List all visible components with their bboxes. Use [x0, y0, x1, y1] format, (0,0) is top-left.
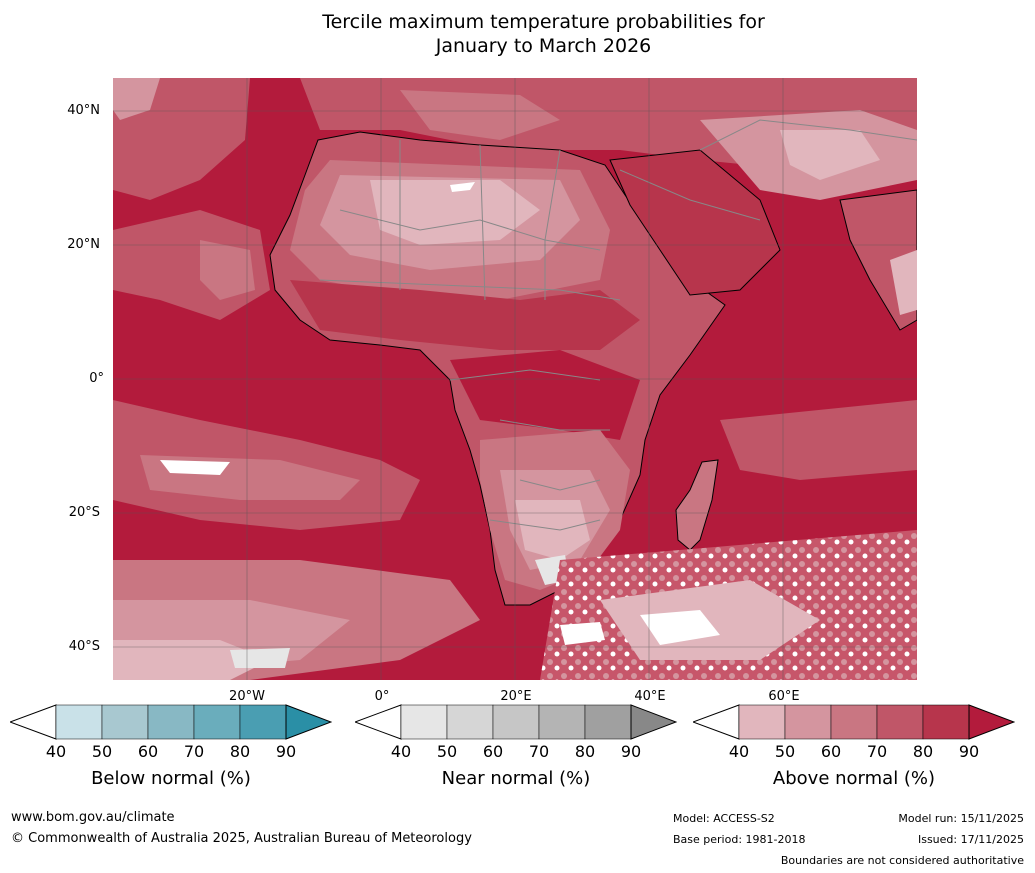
indian-ocean-white — [640, 610, 720, 645]
above-arrow-left — [693, 704, 740, 740]
near-arrow-right — [630, 704, 677, 740]
near-band-3 — [492, 704, 540, 740]
above-band-5 — [922, 704, 970, 740]
below-arrow-left — [10, 704, 57, 740]
near-tick-60: 60 — [482, 742, 504, 761]
arabian-peninsula — [609, 149, 781, 296]
graticule — [113, 78, 917, 680]
title-line-2: January to March 2026 — [435, 35, 652, 57]
lat-label-20n: 20°N — [67, 237, 100, 252]
near-band-5 — [584, 704, 632, 740]
model-run-text: Model run: 15/11/2025 — [898, 812, 1024, 825]
colorbar-below-normal — [10, 704, 332, 740]
below-tick-90: 90 — [275, 742, 297, 761]
lat-label-20s: 20°S — [68, 505, 100, 520]
sahara-white-patch — [450, 182, 475, 192]
near-tick-40: 40 — [390, 742, 412, 761]
south-atlantic-pale — [160, 460, 230, 475]
below-band-5 — [239, 704, 287, 740]
above-arrow-right — [968, 704, 1015, 740]
model-text: Model: ACCESS-S2 — [673, 812, 775, 825]
above-tick-90: 90 — [958, 742, 980, 761]
above-tick-40: 40 — [728, 742, 750, 761]
below-tick-60: 60 — [137, 742, 159, 761]
near-tick-50: 50 — [436, 742, 458, 761]
below-tick-80: 80 — [229, 742, 251, 761]
base-period-text: Base period: 1981-2018 — [673, 833, 806, 846]
central-africa — [450, 350, 640, 440]
above-band-4 — [876, 704, 924, 740]
lon-label-40e: 40°E — [634, 689, 666, 704]
asia-pale — [780, 130, 880, 180]
near-band-4 — [538, 704, 586, 740]
lon-label-20w: 20°W — [229, 689, 265, 704]
above-band-2 — [784, 704, 832, 740]
above-tick-80: 80 — [912, 742, 934, 761]
above-tick-70: 70 — [866, 742, 888, 761]
above-band-1 — [738, 704, 786, 740]
title-line-1: Tercile maximum temperature probabilitie… — [322, 11, 765, 33]
lon-label-60e: 60°E — [768, 689, 800, 704]
lat-label-40n: 40°N — [67, 103, 100, 118]
below-tick-50: 50 — [91, 742, 113, 761]
website-link[interactable]: www.bom.gov.au/climate — [11, 810, 175, 825]
lon-label-20e: 20°E — [500, 689, 532, 704]
disclaimer-text: Boundaries are not considered authoritat… — [780, 854, 1024, 867]
near-tick-80: 80 — [574, 742, 596, 761]
above-tick-50: 50 — [774, 742, 796, 761]
map-title: Tercile maximum temperature probabilitie… — [0, 10, 1035, 58]
probability-field — [113, 78, 917, 680]
near-arrow-left — [355, 704, 402, 740]
near-band-2 — [446, 704, 494, 740]
below-tick-70: 70 — [183, 742, 205, 761]
mediterranean-light — [400, 90, 560, 140]
lon-label-0: 0° — [374, 689, 390, 704]
indian-ocean-white-2 — [560, 622, 605, 645]
south-ocean-near — [230, 648, 290, 668]
above-tick-60: 60 — [820, 742, 842, 761]
above-normal-label: Above normal (%) — [772, 768, 936, 789]
below-band-2 — [101, 704, 149, 740]
colorbar-near-normal — [355, 704, 677, 740]
india-pale — [890, 250, 917, 315]
issued-text: Issued: 17/11/2025 — [917, 833, 1024, 846]
indian-ocean-light — [600, 580, 820, 660]
near-tick-70: 70 — [528, 742, 550, 761]
below-arrow-right — [285, 704, 332, 740]
near-band-1 — [400, 704, 448, 740]
near-tick-90: 90 — [620, 742, 642, 761]
country-borders — [319, 119, 917, 531]
north-atlantic-light — [113, 78, 160, 120]
indian-ocean-band — [720, 400, 917, 480]
below-tick-40: 40 — [45, 742, 67, 761]
colorbar-above-normal — [693, 704, 1015, 740]
lat-label-0: 0° — [89, 371, 104, 386]
kalahari-pale — [515, 500, 590, 560]
copyright-text: © Commonwealth of Australia 2025, Austra… — [11, 831, 472, 846]
atlantic-mid-light — [200, 240, 255, 300]
below-band-3 — [147, 704, 195, 740]
near-normal-label: Near normal (%) — [441, 768, 591, 789]
sahara-pale — [370, 180, 540, 245]
lat-label-40s: 40°S — [68, 639, 100, 654]
below-band-4 — [193, 704, 241, 740]
below-normal-label: Below normal (%) — [91, 768, 251, 789]
above-band-3 — [830, 704, 878, 740]
sahel-band — [290, 280, 640, 350]
below-band-1 — [55, 704, 103, 740]
